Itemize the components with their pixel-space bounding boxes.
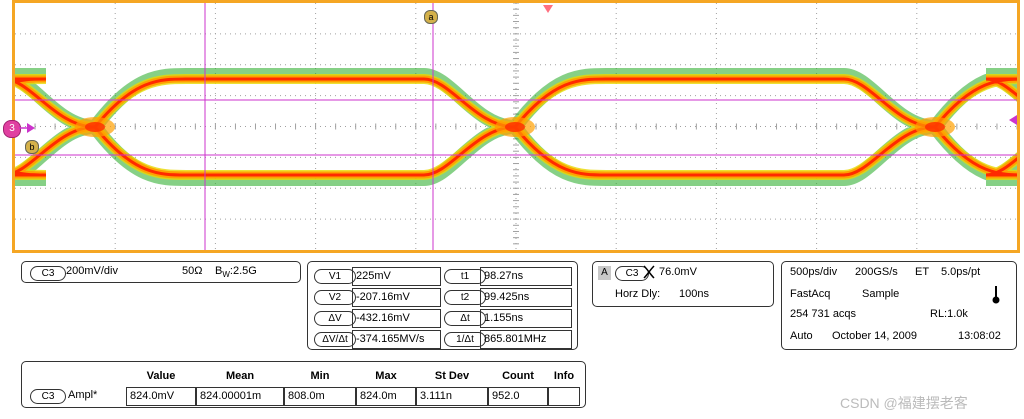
trigger-channel-badge[interactable]: C3 xyxy=(615,266,649,281)
trigger-edge-icon xyxy=(643,265,655,279)
measurement-value-4: 3.111n xyxy=(416,387,488,406)
measurement-value-5: 952.0 xyxy=(488,387,548,406)
horz-delay-label: Horz Dly: xyxy=(615,288,661,300)
cursor-value-r-0: 98.27ns xyxy=(480,267,572,286)
measurement-value-6 xyxy=(548,387,580,406)
measurement-header-1: Mean xyxy=(225,370,255,382)
channel-settings-panel[interactable]: C3 200mV/div 50Ω BW:2.5G xyxy=(21,261,301,283)
eye-crossing-core-1 xyxy=(505,122,525,132)
measurement-header-6: Info xyxy=(553,370,575,382)
channel-arrow-icon xyxy=(19,123,35,133)
acq-date: October 14, 2009 xyxy=(832,330,918,342)
measurement-channel-badge[interactable]: C3 xyxy=(30,389,66,404)
measurement-header-3: Max xyxy=(375,370,397,382)
cursor-label-0[interactable]: V1 xyxy=(314,269,356,284)
measurement-header-0: Value xyxy=(146,370,176,382)
record-length: RL:1.0k xyxy=(930,308,968,320)
bandwidth-label: B xyxy=(215,265,223,277)
cursor-label-r-2[interactable]: Δt xyxy=(444,311,486,326)
cursor-a-label: a xyxy=(428,12,434,22)
cursor-value-0: 225mV xyxy=(352,267,441,286)
cursor-label-3[interactable]: ΔV/Δt xyxy=(314,332,356,347)
eye-crossing-core-0 xyxy=(85,122,105,132)
cursor-value-r-3: 865.801MHz xyxy=(480,330,572,349)
waveform-display[interactable]: a b xyxy=(12,0,1020,253)
timebase: 500ps/div xyxy=(790,266,838,278)
measurement-value-2: 808.0m xyxy=(284,387,356,406)
cursor-value-1: -207.16mV xyxy=(352,288,441,307)
acquire-mode: Sample xyxy=(862,288,900,300)
impedance: 50Ω xyxy=(182,265,203,277)
et-mode: ET xyxy=(915,266,930,278)
bandwidth-value: :2.5G xyxy=(229,265,257,277)
measurement-value-1: 824.00001m xyxy=(196,387,284,406)
cursor-a-marker[interactable]: a xyxy=(424,10,438,24)
bandwidth-sub: W xyxy=(222,270,230,280)
cursor-value-r-2: 1.155ns xyxy=(480,309,572,328)
measurement-name: Ampl* xyxy=(68,389,98,401)
acquisition-panel[interactable]: 500ps/div 200GS/s ET 5.0ps/pt FastAcq Sa… xyxy=(781,261,1017,350)
cursor-b-label: b xyxy=(29,142,35,152)
cursor-b-marker[interactable]: b xyxy=(25,140,39,154)
cursor-label-r-3[interactable]: 1/Δt xyxy=(444,332,486,347)
eye-crossing-core-2 xyxy=(925,122,945,132)
cursor-value-r-1: 99.425ns xyxy=(480,288,572,307)
eye-diagram-plot xyxy=(15,3,1017,250)
fastacq-mode: FastAcq xyxy=(790,288,831,300)
cursor-label-r-1[interactable]: t2 xyxy=(444,290,486,305)
cursor-value-3: -374.165MV/s xyxy=(352,330,441,349)
acq-time: 13:08:02 xyxy=(958,330,1001,342)
trigger-position-icon[interactable] xyxy=(543,5,553,15)
cursor-label-r-0[interactable]: t1 xyxy=(444,269,486,284)
cursor-label-2[interactable]: ΔV xyxy=(314,311,356,326)
time-per-point: 5.0ps/pt xyxy=(941,266,981,278)
watermark: CSDN @福建摆老客 xyxy=(840,395,968,411)
horz-delay-value: 100ns xyxy=(679,288,709,300)
trigger-auto: Auto xyxy=(790,330,813,342)
vertical-scale: 200mV/div xyxy=(66,265,118,277)
sample-rate: 200GS/s xyxy=(855,266,898,278)
trigger-panel[interactable]: A C3 76.0mV Horz Dly: 100ns xyxy=(592,261,774,307)
cursor-label-1[interactable]: V2 xyxy=(314,290,356,305)
eye-trace-hot xyxy=(15,77,1017,177)
trigger-level: 76.0mV xyxy=(659,266,697,278)
bandwidth-limit: BW:2.5G xyxy=(215,265,257,279)
cursor-value-2: -432.16mV xyxy=(352,309,441,328)
channel-badge[interactable]: C3 xyxy=(30,266,66,281)
channel-3-marker-label: 3 xyxy=(9,123,15,134)
trigger-mode-badge: A xyxy=(598,266,611,280)
acquisition-count: 254 731 acqs xyxy=(790,308,857,320)
cursor-readout-panel[interactable]: V1 225mV V2 -207.16mV ΔV -432.16mV ΔV/Δt -374.1… xyxy=(307,261,578,350)
measurement-header-2: Min xyxy=(310,370,330,382)
measurement-panel[interactable]: Value Mean Min Max St Dev Count Info C3 Ampl* … xyxy=(21,361,586,408)
trigger-level-icon[interactable] xyxy=(1007,115,1017,125)
measurement-value-0: 824.0mV xyxy=(126,387,196,406)
measurement-header-4: St Dev xyxy=(434,370,470,382)
measurement-header-5: Count xyxy=(502,370,534,382)
measurement-value-3: 824.0m xyxy=(356,387,416,406)
thermometer-icon xyxy=(992,286,1000,304)
channel-3-ground-marker[interactable]: 3 xyxy=(3,120,21,138)
